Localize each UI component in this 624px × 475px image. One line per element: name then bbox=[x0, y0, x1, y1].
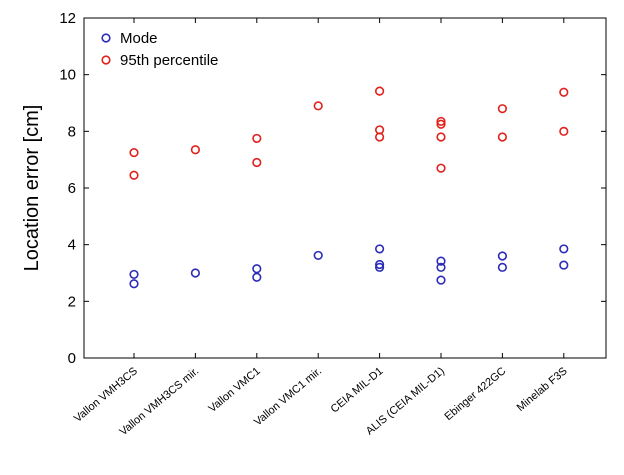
data-point bbox=[436, 262, 446, 272]
data-point bbox=[129, 170, 139, 180]
data-point bbox=[129, 279, 139, 289]
data-point bbox=[190, 268, 200, 278]
y-axis-label: Location error [cm] bbox=[21, 105, 43, 272]
y-axis-ticks: 0 2 4 6 8 10 12 bbox=[59, 10, 606, 367]
data-point bbox=[436, 116, 446, 127]
y-tick-label: 10 bbox=[59, 67, 76, 84]
x-tick-label: Vallon VMC1 bbox=[206, 365, 262, 415]
data-point bbox=[436, 256, 446, 266]
legend-marker bbox=[101, 33, 111, 43]
x-tick-label: CEIA MIL-D1 bbox=[329, 365, 386, 415]
legend-entry: Mode bbox=[120, 30, 158, 47]
legend-marker bbox=[101, 55, 111, 65]
data-point bbox=[252, 264, 262, 274]
data-point bbox=[129, 269, 139, 280]
data-point bbox=[436, 163, 446, 173]
data-point bbox=[375, 262, 385, 272]
x-tick-label: Vallon VMC1 mir. bbox=[252, 365, 324, 428]
data-points bbox=[129, 86, 569, 289]
data-point bbox=[559, 260, 569, 270]
data-point bbox=[497, 262, 508, 272]
data-point bbox=[252, 133, 262, 144]
x-tick-label: Minelab F3S bbox=[515, 365, 570, 414]
y-tick-label: 12 bbox=[59, 10, 76, 27]
data-point bbox=[375, 86, 385, 96]
data-point bbox=[497, 251, 508, 261]
y-tick-label: 6 bbox=[68, 180, 76, 197]
data-point bbox=[559, 87, 569, 97]
series-mode bbox=[129, 244, 569, 289]
data-point bbox=[559, 244, 569, 254]
legend-entry: 95th percentile bbox=[120, 52, 218, 69]
y-tick-label: 8 bbox=[68, 123, 76, 140]
data-point bbox=[436, 132, 446, 142]
legend: Mode 95th percentile bbox=[101, 30, 218, 69]
data-point bbox=[497, 132, 508, 142]
data-point bbox=[436, 119, 446, 129]
data-point bbox=[129, 147, 139, 158]
x-tick-label: Vallon VMH3CS bbox=[72, 365, 140, 425]
y-tick-label: 2 bbox=[68, 293, 76, 310]
data-point bbox=[252, 272, 262, 282]
data-point bbox=[313, 101, 323, 111]
data-point bbox=[375, 244, 385, 254]
data-point bbox=[313, 250, 323, 261]
data-point bbox=[190, 145, 200, 155]
data-point bbox=[375, 132, 385, 142]
data-point bbox=[252, 157, 262, 168]
y-tick-label: 4 bbox=[68, 237, 76, 254]
data-point bbox=[375, 259, 385, 270]
data-point bbox=[497, 104, 508, 114]
plot-frame bbox=[83, 17, 607, 359]
y-tick-label: 0 bbox=[68, 350, 76, 367]
data-point bbox=[559, 126, 569, 136]
x-tick-label: Ebinger 422GC bbox=[443, 365, 509, 423]
data-point bbox=[436, 275, 446, 285]
series-percentile-95 bbox=[129, 86, 569, 180]
